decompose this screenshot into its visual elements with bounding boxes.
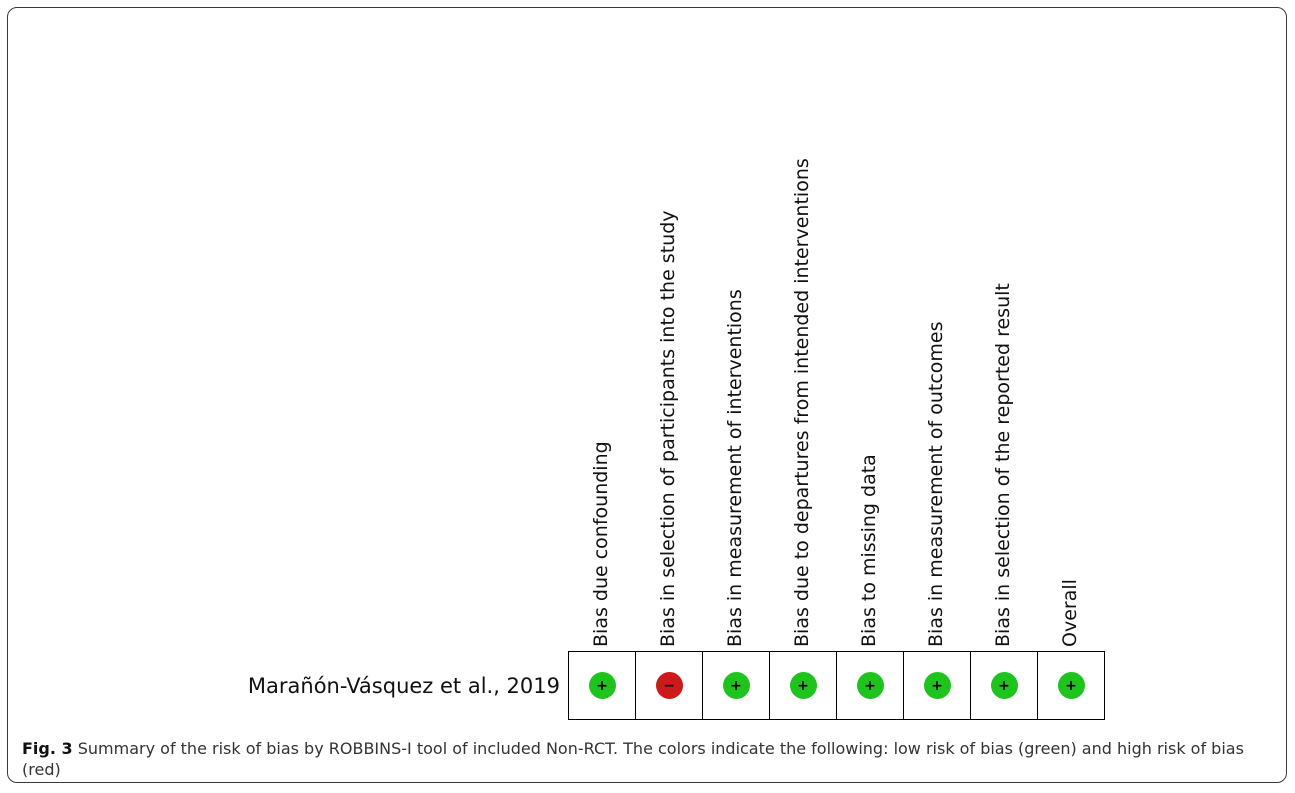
domain-header: Bias in measurement of interventions: [724, 289, 746, 647]
domain-header: Overall: [1059, 579, 1081, 647]
study-label: Marañón-Vásquez et al., 2019: [247, 674, 560, 698]
domain-header: Bias to missing data: [858, 454, 880, 647]
judgement-cell: −: [636, 652, 703, 719]
domain-header: Bias in selection of participants into t…: [657, 210, 679, 648]
judgement-dot: +: [923, 672, 951, 699]
judgement-cell: +: [971, 652, 1038, 719]
judgement-grid: + − + + + + + +: [568, 651, 1105, 720]
judgement-cell: +: [703, 652, 770, 719]
judgement-cell: +: [837, 652, 904, 719]
judgement-cell: +: [770, 652, 837, 719]
judgement-dot: +: [990, 672, 1018, 699]
judgement-cell: +: [569, 652, 636, 719]
caption-label: Fig. 3: [22, 739, 73, 758]
judgement-dot: +: [722, 672, 750, 699]
judgement-dot: +: [1057, 672, 1085, 699]
judgement-dot: +: [588, 672, 616, 699]
domain-header: Bias due confounding: [590, 441, 612, 647]
judgement-dot: −: [655, 672, 683, 699]
caption-text: Summary of the risk of bias by ROBBINS-I…: [22, 739, 1244, 779]
judgement-dot: +: [856, 672, 884, 699]
judgement-dot: +: [789, 672, 817, 699]
judgement-cell: +: [1038, 652, 1104, 719]
figure-frame: [7, 7, 1287, 783]
figure-caption: Fig. 3 Summary of the risk of bias by RO…: [22, 738, 1272, 780]
domain-header: Bias due to departures from intended int…: [791, 158, 813, 647]
domain-header: Bias in selection of the reported result: [992, 283, 1014, 647]
judgement-cell: +: [904, 652, 971, 719]
domain-header: Bias in measurement of outcomes: [925, 321, 947, 648]
